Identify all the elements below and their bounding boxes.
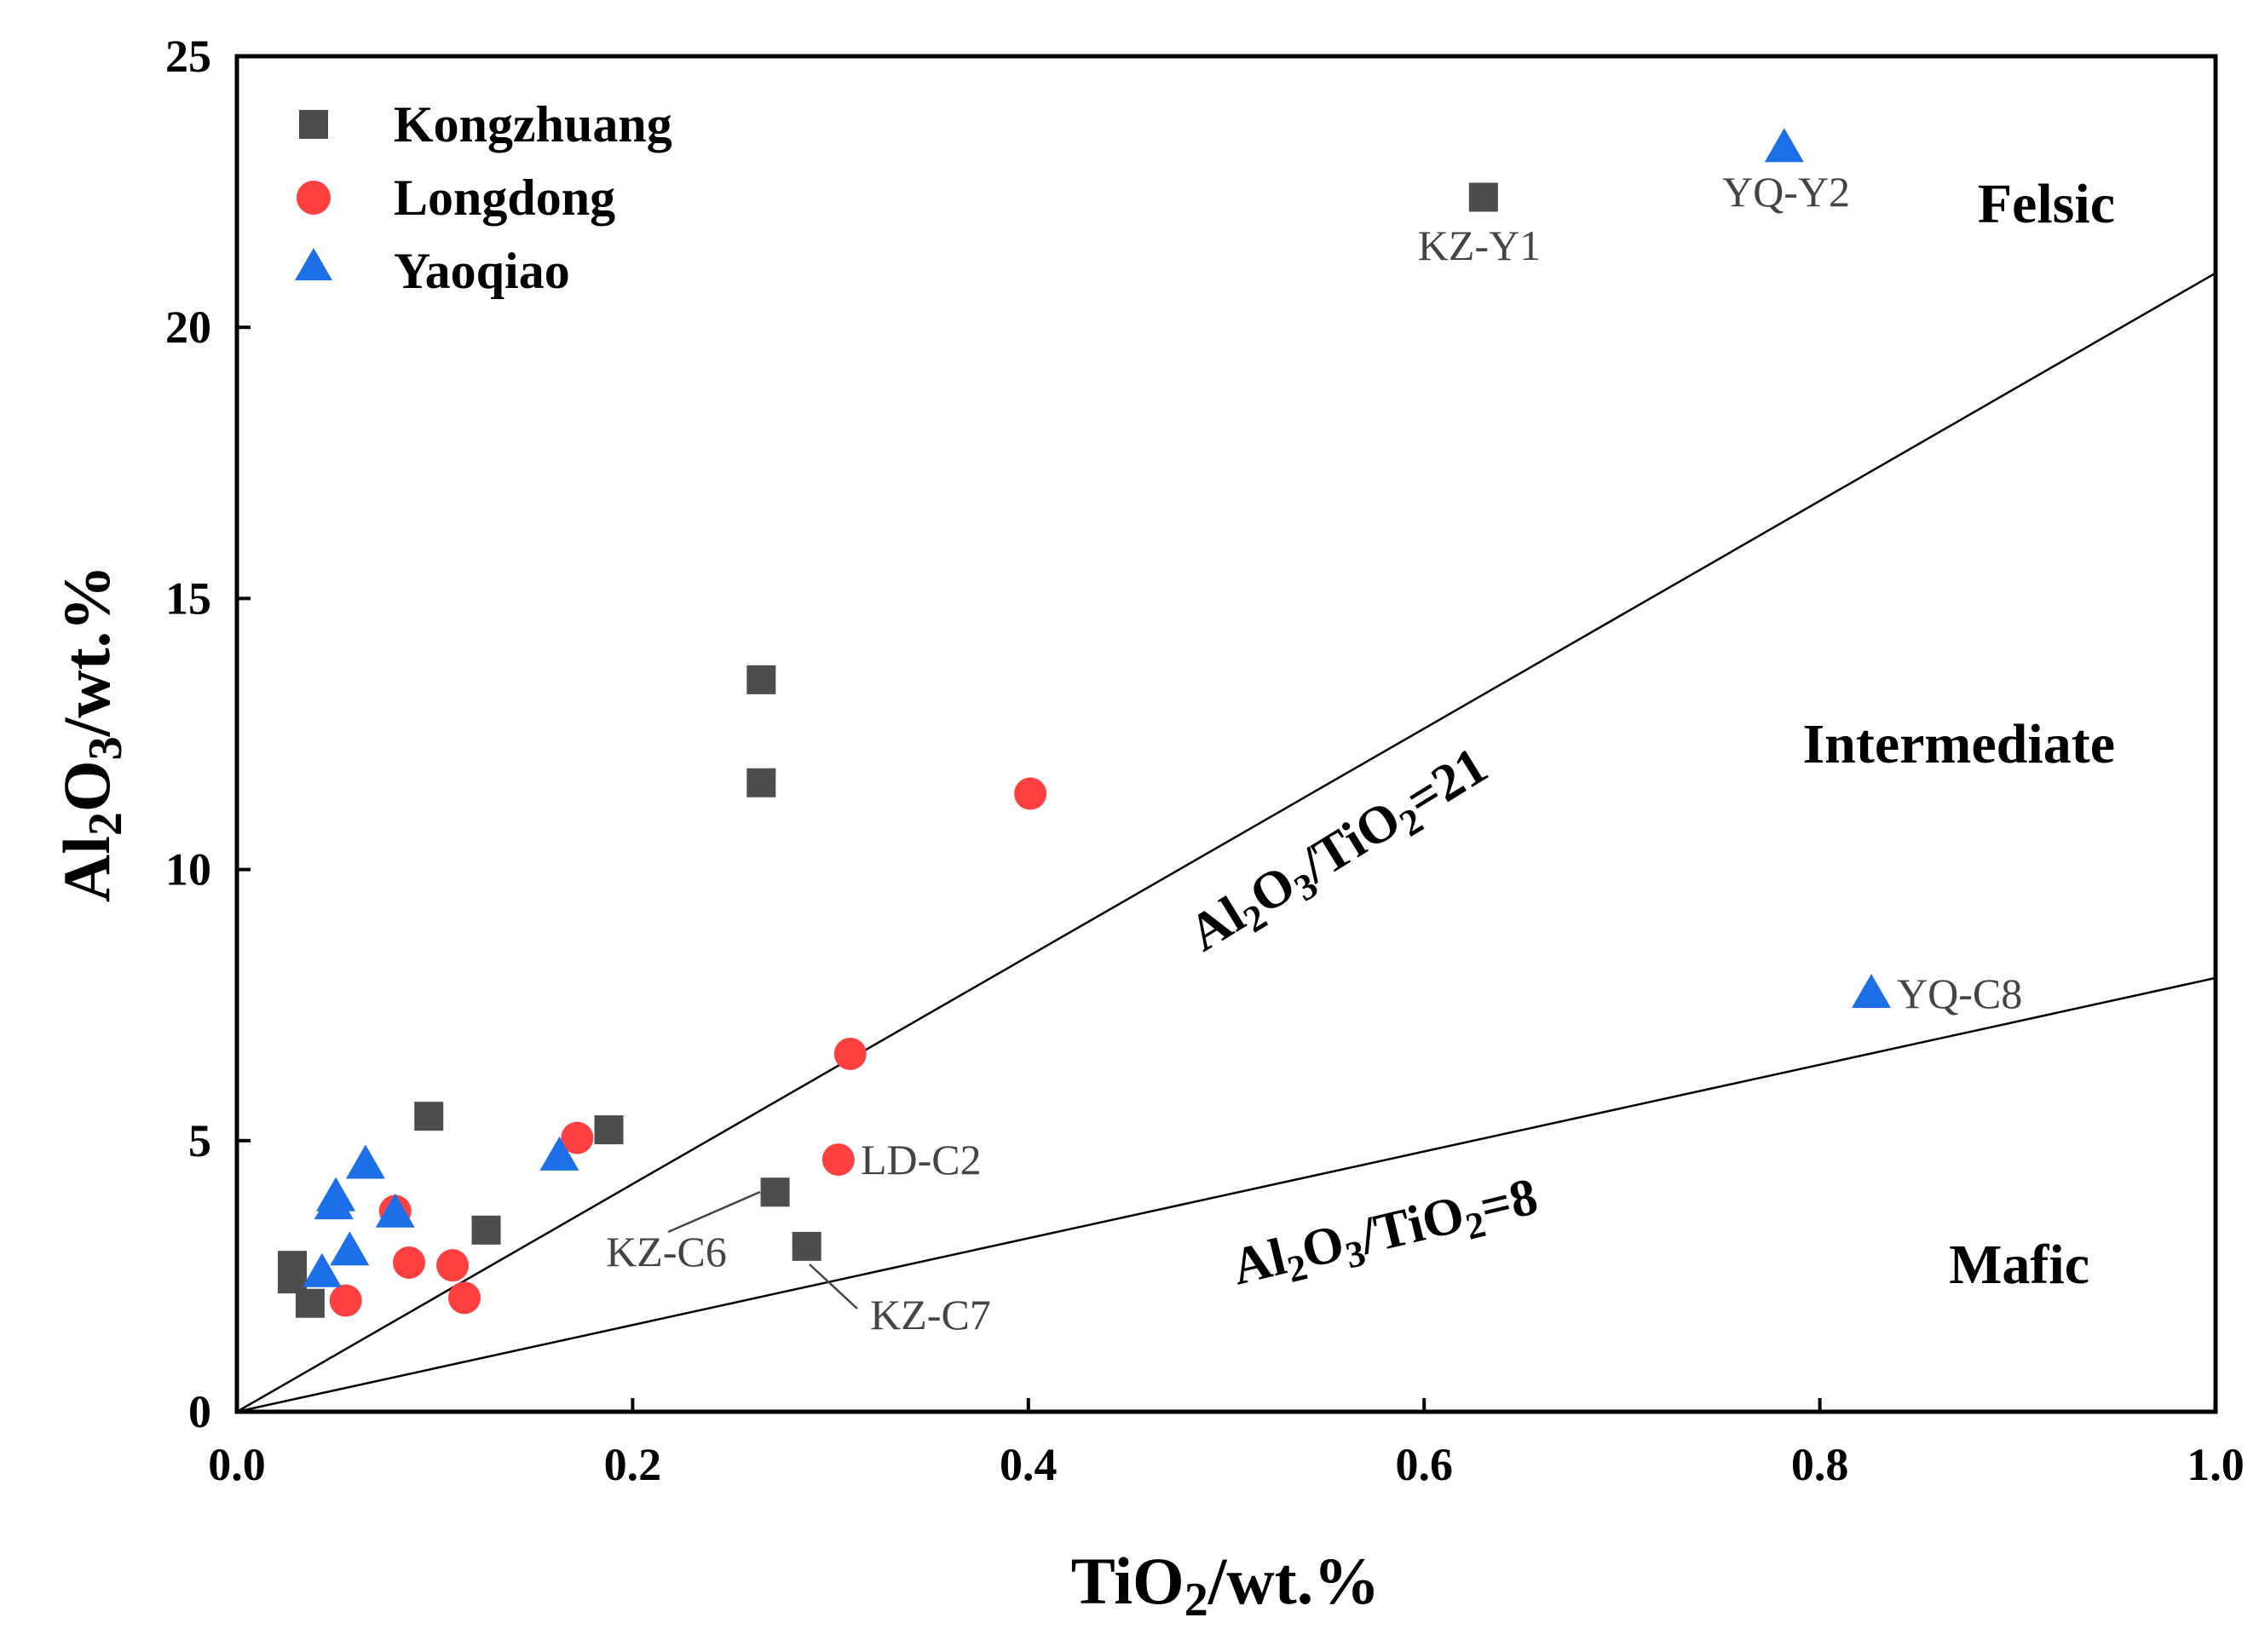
region-intermediate: Intermediate — [1802, 713, 2115, 775]
label-kz-c7: KZ-C7 — [870, 1291, 991, 1338]
y-tick-label: 0 — [188, 1386, 211, 1437]
ratio-8-label: Al2O3/TiO2=8 — [1226, 1167, 1544, 1303]
yaoqiao-point — [1764, 128, 1804, 163]
kongzhuang-point — [278, 1264, 308, 1294]
x-tick-label: 0.2 — [604, 1439, 662, 1490]
kongzhuang-point — [295, 1288, 325, 1318]
longdong-point — [448, 1281, 481, 1315]
label-yq-c8: YQ-C8 — [1897, 970, 2022, 1017]
label-yq-y2: YQ-Y2 — [1722, 168, 1850, 216]
legend-label-kongzhuang: Kongzhuang — [394, 96, 672, 153]
kongzhuang-point — [746, 768, 776, 797]
y-axis: 0 5 10 15 20 25 — [165, 31, 251, 1437]
kongzhuang-point — [760, 1177, 790, 1207]
legend: Kongzhuang Longdong Yaoqiao — [295, 96, 672, 299]
yaoqiao-point — [539, 1136, 579, 1171]
legend-label-yaoqiao: Yaoqiao — [394, 243, 570, 299]
yaoqiao-point — [314, 1185, 354, 1220]
yaoqiao-point — [302, 1252, 342, 1287]
kz-c6-leader — [667, 1190, 761, 1234]
x-tick-label: 0.6 — [1395, 1439, 1453, 1490]
ratio-8-line — [237, 976, 2216, 1412]
longdong-point — [393, 1246, 426, 1279]
yaoqiao-point — [1851, 973, 1891, 1008]
kongzhuang-point — [1468, 182, 1498, 212]
y-axis-title: Al2O3/wt.% — [49, 565, 132, 902]
plot-frame — [234, 54, 2218, 1414]
kongzhuang-point — [471, 1215, 501, 1245]
y-tick-label: 5 — [188, 1115, 211, 1166]
x-tick-label: 0.0 — [208, 1439, 266, 1490]
ratio-21-line — [237, 272, 2216, 1412]
y-tick-label: 15 — [165, 573, 211, 624]
kongzhuang-point — [746, 665, 776, 694]
data-points — [278, 128, 1891, 1318]
x-tick-label: 1.0 — [2187, 1439, 2245, 1490]
longdong-point — [329, 1284, 362, 1317]
legend-triangle-marker — [295, 248, 332, 280]
longdong-point — [821, 1143, 855, 1177]
kz-c7-leader — [809, 1263, 858, 1310]
x-axis: 0.0 0.2 0.4 0.6 0.8 1.0 — [208, 1398, 2245, 1490]
legend-label-longdong: Longdong — [394, 170, 615, 226]
label-ld-c2: LD-C2 — [861, 1136, 982, 1183]
y-tick-label: 10 — [165, 844, 211, 895]
region-felsic: Felsic — [1978, 173, 2115, 235]
legend-circle-marker — [297, 181, 331, 215]
region-mafic: Mafic — [1949, 1234, 2089, 1296]
reference-lines — [237, 272, 2216, 1412]
longdong-point — [1014, 777, 1047, 810]
legend-square-marker — [299, 110, 328, 139]
y-tick-label: 20 — [165, 302, 211, 353]
yaoqiao-point — [375, 1193, 415, 1228]
x-tick-label: 0.4 — [1000, 1439, 1058, 1490]
kongzhuang-point — [792, 1231, 821, 1261]
y-tick-label: 25 — [165, 31, 211, 82]
yaoqiao-point — [330, 1231, 370, 1266]
ratio-21-label: Al2O3/TiO2=21 — [1179, 736, 1501, 968]
kongzhuang-point — [594, 1115, 624, 1145]
label-kz-c6: KZ-C6 — [606, 1228, 727, 1275]
yaoqiao-point — [345, 1144, 385, 1179]
longdong-point — [833, 1037, 867, 1070]
label-kz-y1: KZ-Y1 — [1418, 222, 1541, 269]
x-axis-title: TiO2/wt.% — [1071, 1544, 1380, 1626]
longdong-point — [561, 1121, 594, 1154]
x-tick-label: 0.8 — [1791, 1439, 1849, 1490]
kongzhuang-point — [414, 1102, 444, 1131]
longdong-point — [436, 1249, 470, 1282]
